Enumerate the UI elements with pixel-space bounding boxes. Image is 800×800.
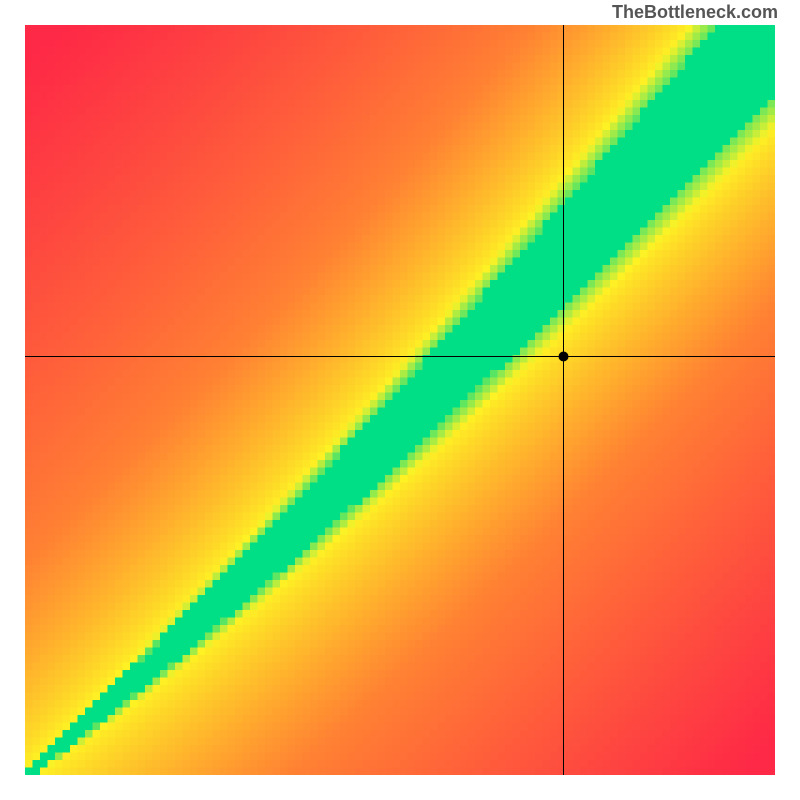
watermark: TheBottleneck.com [612, 2, 778, 23]
heatmap-canvas [25, 25, 775, 775]
heatmap-chart [25, 25, 775, 775]
